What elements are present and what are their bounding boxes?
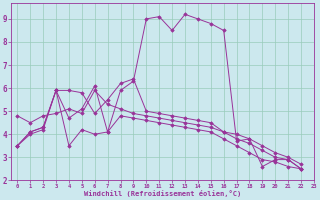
- X-axis label: Windchill (Refroidissement éolien,°C): Windchill (Refroidissement éolien,°C): [84, 190, 241, 197]
